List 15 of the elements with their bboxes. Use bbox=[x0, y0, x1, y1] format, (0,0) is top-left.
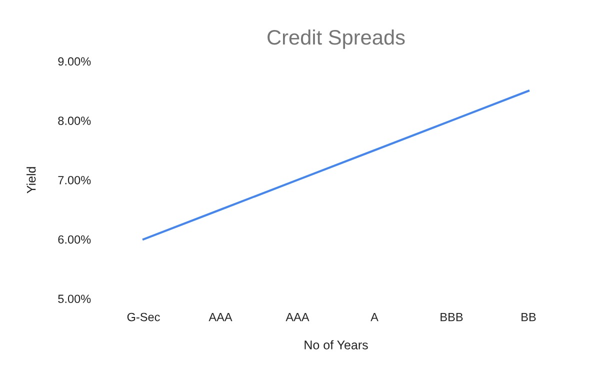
x-tick-label: AAA bbox=[286, 312, 310, 322]
x-tick-label: G-Sec bbox=[127, 312, 160, 322]
x-axis-title: No of Years bbox=[304, 340, 368, 350]
x-tick-label: AAA bbox=[208, 312, 232, 322]
y-tick-label: 5.00% bbox=[58, 294, 91, 304]
x-tick-label: A bbox=[370, 312, 378, 322]
x-tick-label: BB bbox=[522, 312, 536, 322]
y-tick-label: 9.00% bbox=[58, 57, 91, 66]
y-tick-label: 7.00% bbox=[58, 176, 91, 184]
x-tick-label: BBB bbox=[440, 312, 463, 322]
y-tick-label: 6.00% bbox=[58, 235, 91, 244]
line-series bbox=[142, 90, 530, 240]
chart-title: Credit Spreads bbox=[268, 29, 405, 49]
y-tick-label: 8.00% bbox=[58, 116, 91, 125]
y-axis-title: Yield bbox=[26, 167, 36, 194]
